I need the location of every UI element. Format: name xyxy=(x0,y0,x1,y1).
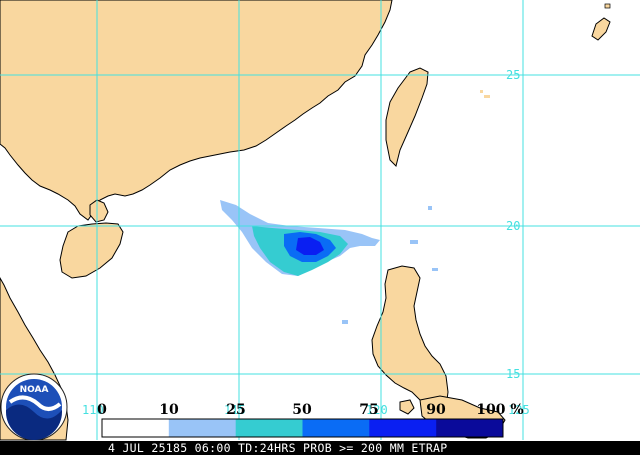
lon-label-120: 120 xyxy=(366,403,388,417)
legend-value-10: 10 xyxy=(159,402,179,418)
lat-lon-grid xyxy=(0,0,640,440)
legend-bins xyxy=(102,419,504,437)
lat-label-20: 20 xyxy=(506,219,520,233)
noaa-logo: NOAA xyxy=(0,373,68,441)
legend-bin-0-10 xyxy=(102,419,170,437)
lat-label-15: 15 xyxy=(506,367,520,381)
legend-bin-10-25 xyxy=(168,419,237,437)
small-island xyxy=(484,95,490,98)
legend-value-90: 90 xyxy=(426,402,446,418)
leizhou-peninsula xyxy=(89,199,109,223)
lon-label-110: 110 xyxy=(82,403,104,417)
contour-fragment xyxy=(432,268,438,271)
small-island xyxy=(480,90,483,93)
lon-label-125: 125 xyxy=(508,403,530,417)
contour-fragment xyxy=(428,206,432,210)
lat-label-25: 25 xyxy=(506,68,520,82)
noaa-logo-wave xyxy=(6,404,62,440)
noaa-logo-text: NOAA xyxy=(20,385,49,395)
lon-label-115: 115 xyxy=(224,403,246,417)
legend-value-100: 100 % xyxy=(476,402,523,418)
legend-bin-50-75 xyxy=(302,419,370,437)
noaa-logo-gull xyxy=(8,395,62,411)
footer-bar xyxy=(0,441,640,455)
contour-fragment xyxy=(410,240,418,244)
footer-caption: 4 JUL 25185 06:00 TD:24HRS PROB >= 200 M… xyxy=(108,441,448,455)
contour-75-90 xyxy=(296,237,324,255)
china-mainland xyxy=(0,0,393,221)
small-island xyxy=(604,3,611,9)
contour-fragment xyxy=(342,320,348,324)
probability-legend: 0 10 25 50 75 90 100 % xyxy=(97,402,524,438)
legend-frame xyxy=(101,418,504,438)
legend-value-0: 0 xyxy=(97,402,107,418)
taiwan-island xyxy=(385,67,429,167)
legend-bin-75-90 xyxy=(369,419,437,437)
probability-contours xyxy=(220,200,438,324)
legend-value-75: 75 xyxy=(359,402,378,418)
legend-value-50: 50 xyxy=(292,402,312,418)
ryukyu-islands xyxy=(591,17,611,41)
legend-value-25: 25 xyxy=(226,402,245,418)
legend-bin-90-100 xyxy=(436,419,504,437)
legend-bin-25-50 xyxy=(235,419,303,437)
island-small-1 xyxy=(399,399,415,415)
